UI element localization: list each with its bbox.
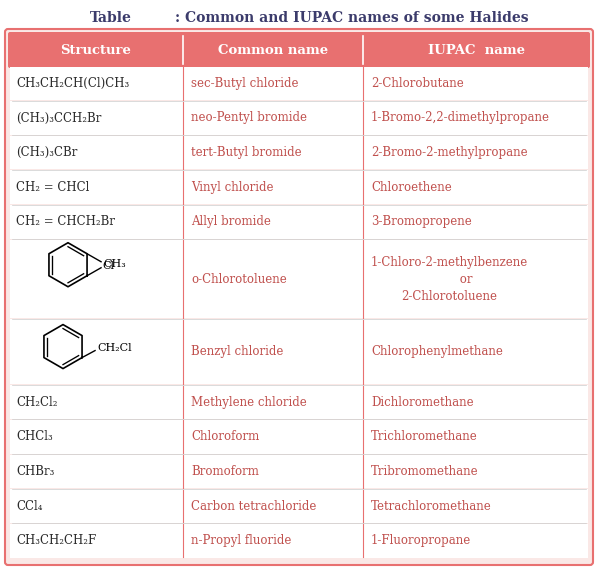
Text: Bromoform: Bromoform (191, 465, 259, 478)
FancyBboxPatch shape (10, 101, 588, 135)
FancyBboxPatch shape (5, 29, 593, 565)
Text: Cl: Cl (102, 261, 114, 271)
FancyBboxPatch shape (10, 66, 588, 100)
Text: Vinyl chloride: Vinyl chloride (191, 181, 273, 194)
FancyBboxPatch shape (10, 205, 588, 239)
Text: CH₃: CH₃ (103, 259, 126, 269)
Text: (CH₃)₃CCH₂Br: (CH₃)₃CCH₂Br (16, 111, 101, 124)
FancyBboxPatch shape (10, 170, 588, 204)
Text: neo-Pentyl bromide: neo-Pentyl bromide (191, 111, 307, 124)
Text: 1-Fluoropropane: 1-Fluoropropane (371, 534, 471, 547)
Text: sec-Butyl chloride: sec-Butyl chloride (191, 77, 298, 90)
Text: 2-Bromo-2-methylpropane: 2-Bromo-2-methylpropane (371, 146, 528, 159)
Text: : Common and IUPAC names of some Halides: : Common and IUPAC names of some Halides (175, 11, 528, 25)
Text: Tetrachloromethane: Tetrachloromethane (371, 499, 492, 512)
Text: Chlorophenylmethane: Chlorophenylmethane (371, 345, 503, 358)
FancyBboxPatch shape (10, 420, 588, 454)
FancyBboxPatch shape (10, 454, 588, 488)
Text: CH₂ = CHCl: CH₂ = CHCl (16, 181, 90, 194)
Text: Structure: Structure (60, 44, 131, 56)
Text: 1-Chloro-2-methylbenzene
         or
2-Chlorotoluene: 1-Chloro-2-methylbenzene or 2-Chlorotolu… (371, 256, 528, 303)
Text: CCl₄: CCl₄ (16, 499, 42, 512)
Text: Methylene chloride: Methylene chloride (191, 395, 307, 408)
Text: tert-Butyl bromide: tert-Butyl bromide (191, 146, 301, 159)
Text: Dichloromethane: Dichloromethane (371, 395, 473, 408)
Text: CH₂Cl₂: CH₂Cl₂ (16, 395, 57, 408)
Text: o-Chlorotoluene: o-Chlorotoluene (191, 273, 287, 286)
Text: Chloroethene: Chloroethene (371, 181, 452, 194)
Text: IUPAC  name: IUPAC name (428, 44, 525, 56)
FancyBboxPatch shape (10, 136, 588, 169)
Text: 1-Bromo-2,2-dimethylpropane: 1-Bromo-2,2-dimethylpropane (371, 111, 550, 124)
Text: Benzyl chloride: Benzyl chloride (191, 345, 284, 358)
Text: CH₃CH₂CH₂F: CH₃CH₂CH₂F (16, 534, 96, 547)
Text: Carbon tetrachloride: Carbon tetrachloride (191, 499, 316, 512)
FancyBboxPatch shape (10, 319, 588, 385)
Text: 3-Bromopropene: 3-Bromopropene (371, 215, 472, 228)
FancyBboxPatch shape (8, 32, 590, 68)
Text: Table: Table (90, 11, 132, 25)
Text: Tribromomethane: Tribromomethane (371, 465, 479, 478)
Text: CHCl₃: CHCl₃ (16, 430, 53, 443)
Text: Trichloromethane: Trichloromethane (371, 430, 478, 443)
Text: CH₂ = CHCH₂Br: CH₂ = CHCH₂Br (16, 215, 115, 228)
FancyBboxPatch shape (10, 489, 588, 523)
FancyBboxPatch shape (10, 524, 588, 558)
Text: n-Propyl fluoride: n-Propyl fluoride (191, 534, 291, 547)
Text: CH₃CH₂CH(Cl)CH₃: CH₃CH₂CH(Cl)CH₃ (16, 77, 129, 90)
Text: Chloroform: Chloroform (191, 430, 259, 443)
Text: CH₂Cl: CH₂Cl (97, 343, 132, 353)
Text: Common name: Common name (218, 44, 328, 56)
Text: 2-Chlorobutane: 2-Chlorobutane (371, 77, 464, 90)
Text: CHBr₃: CHBr₃ (16, 465, 54, 478)
FancyBboxPatch shape (10, 240, 588, 319)
Text: Allyl bromide: Allyl bromide (191, 215, 271, 228)
Text: (CH₃)₃CBr: (CH₃)₃CBr (16, 146, 78, 159)
FancyBboxPatch shape (10, 385, 588, 419)
